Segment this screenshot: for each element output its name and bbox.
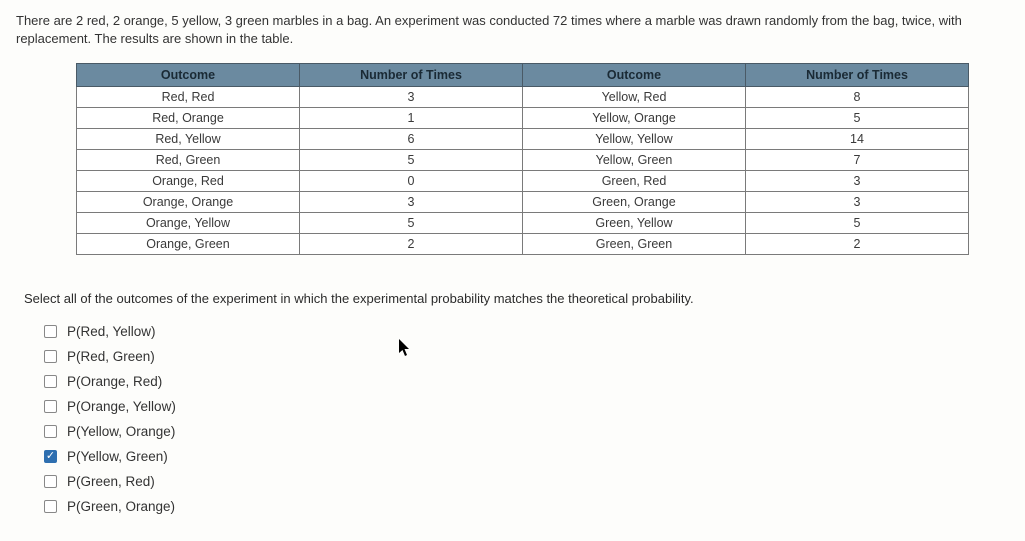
option-row[interactable]: P(Orange, Red) — [44, 374, 1009, 389]
option-label: P(Orange, Red) — [67, 374, 162, 389]
table-cell: 3 — [300, 192, 523, 213]
col-header-times1: Number of Times — [300, 64, 523, 87]
table-cell: 5 — [300, 150, 523, 171]
option-label: P(Green, Red) — [67, 474, 155, 489]
table-cell: 3 — [746, 192, 969, 213]
table-row: Red, Yellow6Yellow, Yellow14 — [77, 129, 969, 150]
option-label: P(Yellow, Orange) — [67, 424, 175, 439]
table-cell: 5 — [300, 213, 523, 234]
option-row[interactable]: P(Green, Orange) — [44, 499, 1009, 514]
table-cell: Orange, Orange — [77, 192, 300, 213]
option-checkbox[interactable]: ✓ — [44, 450, 57, 463]
table-cell: 6 — [300, 129, 523, 150]
table-cell: Green, Green — [523, 234, 746, 255]
table-cell: Green, Red — [523, 171, 746, 192]
table-cell: 3 — [746, 171, 969, 192]
option-row[interactable]: P(Red, Yellow) — [44, 324, 1009, 339]
table-row: Red, Green5Yellow, Green7 — [77, 150, 969, 171]
table-cell: 7 — [746, 150, 969, 171]
table-cell: 3 — [300, 87, 523, 108]
option-checkbox[interactable] — [44, 325, 57, 338]
option-checkbox[interactable] — [44, 350, 57, 363]
options-list: P(Red, Yellow) P(Red, Green) P(Orange, Red… — [44, 324, 1009, 514]
table-cell: 14 — [746, 129, 969, 150]
table-cell: 1 — [300, 108, 523, 129]
option-checkbox[interactable] — [44, 425, 57, 438]
table-cell: 5 — [746, 213, 969, 234]
option-checkbox[interactable] — [44, 375, 57, 388]
table-row: Orange, Green2Green, Green2 — [77, 234, 969, 255]
table-cell: 5 — [746, 108, 969, 129]
table-cell: Orange, Red — [77, 171, 300, 192]
option-label: P(Yellow, Green) — [67, 449, 168, 464]
table-cell: 8 — [746, 87, 969, 108]
option-label: P(Red, Green) — [67, 349, 155, 364]
table-cell: Yellow, Red — [523, 87, 746, 108]
option-row[interactable]: P(Orange, Yellow) — [44, 399, 1009, 414]
table-cell: Green, Yellow — [523, 213, 746, 234]
table-row: Orange, Yellow5Green, Yellow5 — [77, 213, 969, 234]
col-header-outcome1: Outcome — [77, 64, 300, 87]
col-header-outcome2: Outcome — [523, 64, 746, 87]
table-cell: Red, Red — [77, 87, 300, 108]
option-label: P(Red, Yellow) — [67, 324, 156, 339]
table-cell: 2 — [746, 234, 969, 255]
table-cell: Red, Green — [77, 150, 300, 171]
table-cell: Orange, Green — [77, 234, 300, 255]
results-table-body: Red, Red3Yellow, Red8Red, Orange1Yellow,… — [77, 87, 969, 255]
table-cell: 0 — [300, 171, 523, 192]
option-row[interactable]: P(Red, Green) — [44, 349, 1009, 364]
problem-statement: There are 2 red, 2 orange, 5 yellow, 3 g… — [16, 12, 1009, 47]
option-checkbox[interactable] — [44, 500, 57, 513]
option-row[interactable]: ✓ P(Yellow, Green) — [44, 449, 1009, 464]
option-label: P(Green, Orange) — [67, 499, 175, 514]
option-checkbox[interactable] — [44, 475, 57, 488]
table-row: Red, Red3Yellow, Red8 — [77, 87, 969, 108]
table-cell: 2 — [300, 234, 523, 255]
table-cell: Orange, Yellow — [77, 213, 300, 234]
option-row[interactable]: P(Yellow, Orange) — [44, 424, 1009, 439]
col-header-times2: Number of Times — [746, 64, 969, 87]
option-row[interactable]: P(Green, Red) — [44, 474, 1009, 489]
table-row: Orange, Red0Green, Red3 — [77, 171, 969, 192]
table-row: Red, Orange1Yellow, Orange5 — [77, 108, 969, 129]
table-cell: Yellow, Green — [523, 150, 746, 171]
table-cell: Green, Orange — [523, 192, 746, 213]
table-cell: Yellow, Orange — [523, 108, 746, 129]
option-checkbox[interactable] — [44, 400, 57, 413]
table-cell: Yellow, Yellow — [523, 129, 746, 150]
results-table: Outcome Number of Times Outcome Number o… — [76, 63, 969, 255]
results-table-container: Outcome Number of Times Outcome Number o… — [16, 63, 1009, 255]
question-text: Select all of the outcomes of the experi… — [24, 291, 1009, 306]
table-cell: Red, Yellow — [77, 129, 300, 150]
option-label: P(Orange, Yellow) — [67, 399, 176, 414]
table-row: Orange, Orange3Green, Orange3 — [77, 192, 969, 213]
table-cell: Red, Orange — [77, 108, 300, 129]
